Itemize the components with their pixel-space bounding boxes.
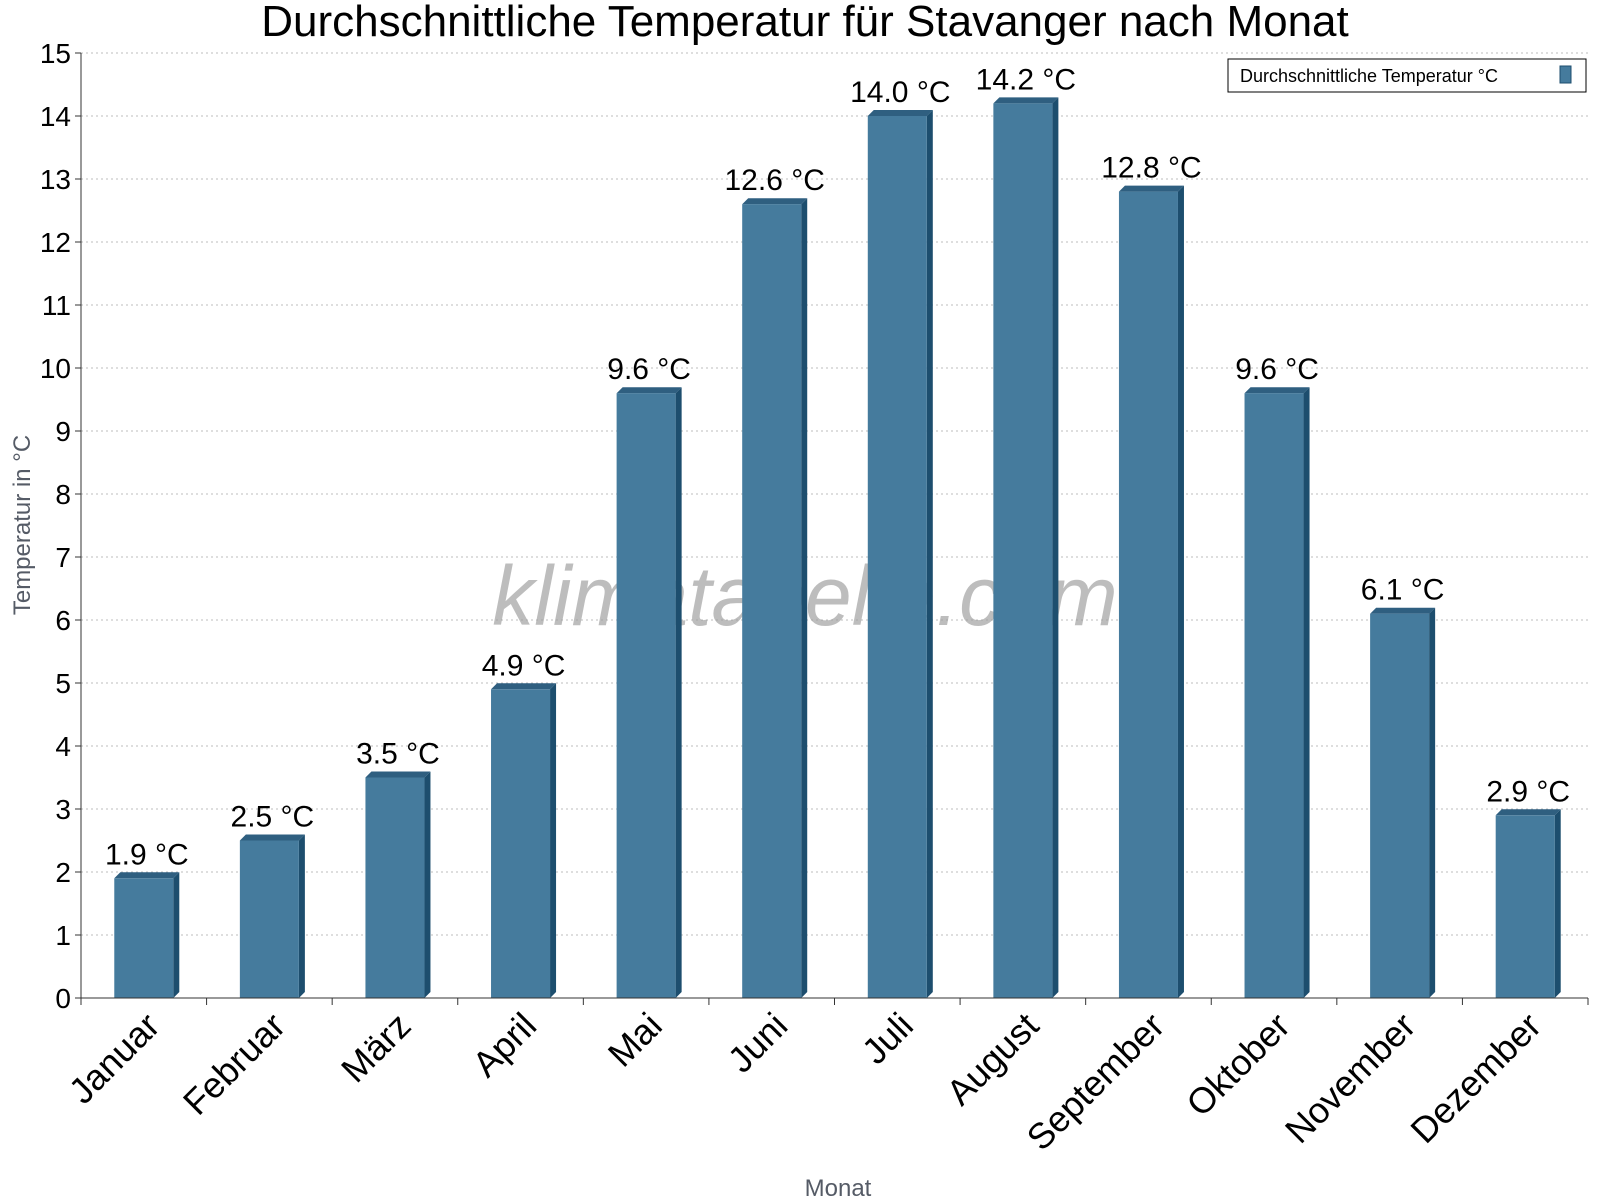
bar xyxy=(239,840,299,998)
y-tick-label: 14 xyxy=(40,101,71,132)
bar-side xyxy=(926,110,933,998)
bar xyxy=(1370,613,1430,998)
bar-group: 6.1 °C xyxy=(1361,574,1445,998)
bar-top xyxy=(114,872,180,879)
legend-swatch xyxy=(1559,65,1572,84)
bar xyxy=(1244,393,1304,998)
bar-side xyxy=(173,872,180,998)
bar-side xyxy=(1429,607,1436,998)
y-axis-title: Temperatur in °C xyxy=(9,435,36,615)
bar-top xyxy=(1118,185,1184,192)
y-tick-label: 1 xyxy=(55,920,71,951)
bar-top xyxy=(239,834,305,841)
bar-top xyxy=(1495,809,1561,816)
data-label: 4.9 °C xyxy=(482,649,566,682)
bar-group: 3.5 °C xyxy=(356,738,440,998)
x-tick-label: Juni xyxy=(720,1005,796,1081)
x-tick-label: Dezember xyxy=(1402,1005,1548,1151)
x-axis-title: Monat xyxy=(805,1175,872,1200)
y-tick-label: 11 xyxy=(42,290,71,321)
data-label: 12.8 °C xyxy=(1101,152,1201,185)
y-tick-label: 2 xyxy=(55,857,71,888)
y-tick-label: 3 xyxy=(55,794,71,825)
bar-side xyxy=(801,198,808,998)
bar-top xyxy=(867,110,933,116)
x-tick-label: Mai xyxy=(600,1005,670,1075)
bar-group: 9.6 °C xyxy=(607,353,691,998)
bar-side xyxy=(550,683,557,998)
chart-title: Durchschnittliche Temperatur für Stavang… xyxy=(261,0,1349,46)
x-tick-label: Oktober xyxy=(1178,1005,1298,1125)
bar-side xyxy=(298,834,305,998)
y-tick-label: 7 xyxy=(55,542,71,573)
bar-side xyxy=(675,387,682,998)
bar xyxy=(1495,815,1555,998)
bar xyxy=(616,393,676,998)
bar xyxy=(867,116,927,998)
bar-group: 12.8 °C xyxy=(1101,152,1202,999)
bar-top xyxy=(1244,387,1310,394)
bar-group: 1.9 °C xyxy=(105,838,189,998)
y-tick-label: 9 xyxy=(55,416,71,447)
x-tick-label: Juli xyxy=(854,1005,921,1072)
gridlines xyxy=(81,52,1588,936)
legend-box xyxy=(1227,58,1587,93)
x-tick-label: März xyxy=(333,1005,419,1091)
data-label: 14.0 °C xyxy=(850,76,950,109)
data-label: 2.9 °C xyxy=(1486,775,1570,808)
bar-top xyxy=(365,771,431,778)
bar-side xyxy=(1052,97,1059,998)
y-tick-label: 12 xyxy=(40,227,71,258)
bar-side xyxy=(1554,809,1561,998)
data-label: 6.1 °C xyxy=(1361,574,1445,607)
data-label: 9.6 °C xyxy=(607,353,691,386)
bar-top xyxy=(616,387,682,394)
bar-group: 2.9 °C xyxy=(1486,775,1570,998)
bar xyxy=(993,103,1053,998)
bar-group: 9.6 °C xyxy=(1235,353,1319,998)
y-tick-label: 0 xyxy=(55,983,71,1014)
y-tick-label: 4 xyxy=(55,731,71,762)
bar-group: 12.6 °C xyxy=(725,164,825,998)
bar-group: 4.9 °C xyxy=(482,649,566,998)
x-tick-label: Februar xyxy=(175,1005,293,1123)
bar-top xyxy=(993,97,1059,104)
data-label: 1.9 °C xyxy=(105,838,189,871)
data-label: 9.6 °C xyxy=(1235,353,1319,386)
bar-group: 2.5 °C xyxy=(231,801,315,998)
bar-side xyxy=(424,771,431,998)
bar-side xyxy=(1177,185,1184,999)
data-label: 3.5 °C xyxy=(356,738,440,771)
x-tick-label: November xyxy=(1277,1005,1423,1151)
bar xyxy=(365,777,425,998)
y-tick-label: 13 xyxy=(40,164,71,195)
bar-top xyxy=(1370,607,1436,614)
data-label: 14.2 °C xyxy=(976,63,1076,96)
y-tick-label: 5 xyxy=(55,668,71,699)
bar-group: 14.0 °C xyxy=(850,76,950,998)
bar-group: 14.2 °C xyxy=(976,63,1076,998)
bars: 1.9 °C 2.5 °C 3.5 °C 4.9 °C 9.6 °C 12.6 °C 14.… xyxy=(105,63,1570,999)
y-tick-label: 6 xyxy=(55,605,71,636)
bar-side xyxy=(1303,387,1310,998)
bar xyxy=(1118,191,1178,999)
bar xyxy=(114,878,174,998)
data-label: 12.6 °C xyxy=(725,164,825,197)
bar xyxy=(491,689,551,998)
bar-top xyxy=(491,683,557,690)
y-tick-label: 15 xyxy=(40,38,71,69)
data-label: 2.5 °C xyxy=(231,801,315,834)
x-tick-label: August xyxy=(938,1005,1046,1113)
legend-entry-label: Durchschnittliche Temperatur °C xyxy=(1240,66,1498,86)
x-tick-label: April xyxy=(464,1005,544,1085)
y-tick-label: 10 xyxy=(40,353,71,384)
x-tick-label: September xyxy=(1019,1005,1173,1159)
x-tick-label: Januar xyxy=(61,1005,168,1112)
legend: Durchschnittliche Temperatur °C xyxy=(1227,58,1587,93)
bar-top xyxy=(742,198,808,205)
y-tick-label: 8 xyxy=(55,479,71,510)
bar xyxy=(742,204,802,998)
